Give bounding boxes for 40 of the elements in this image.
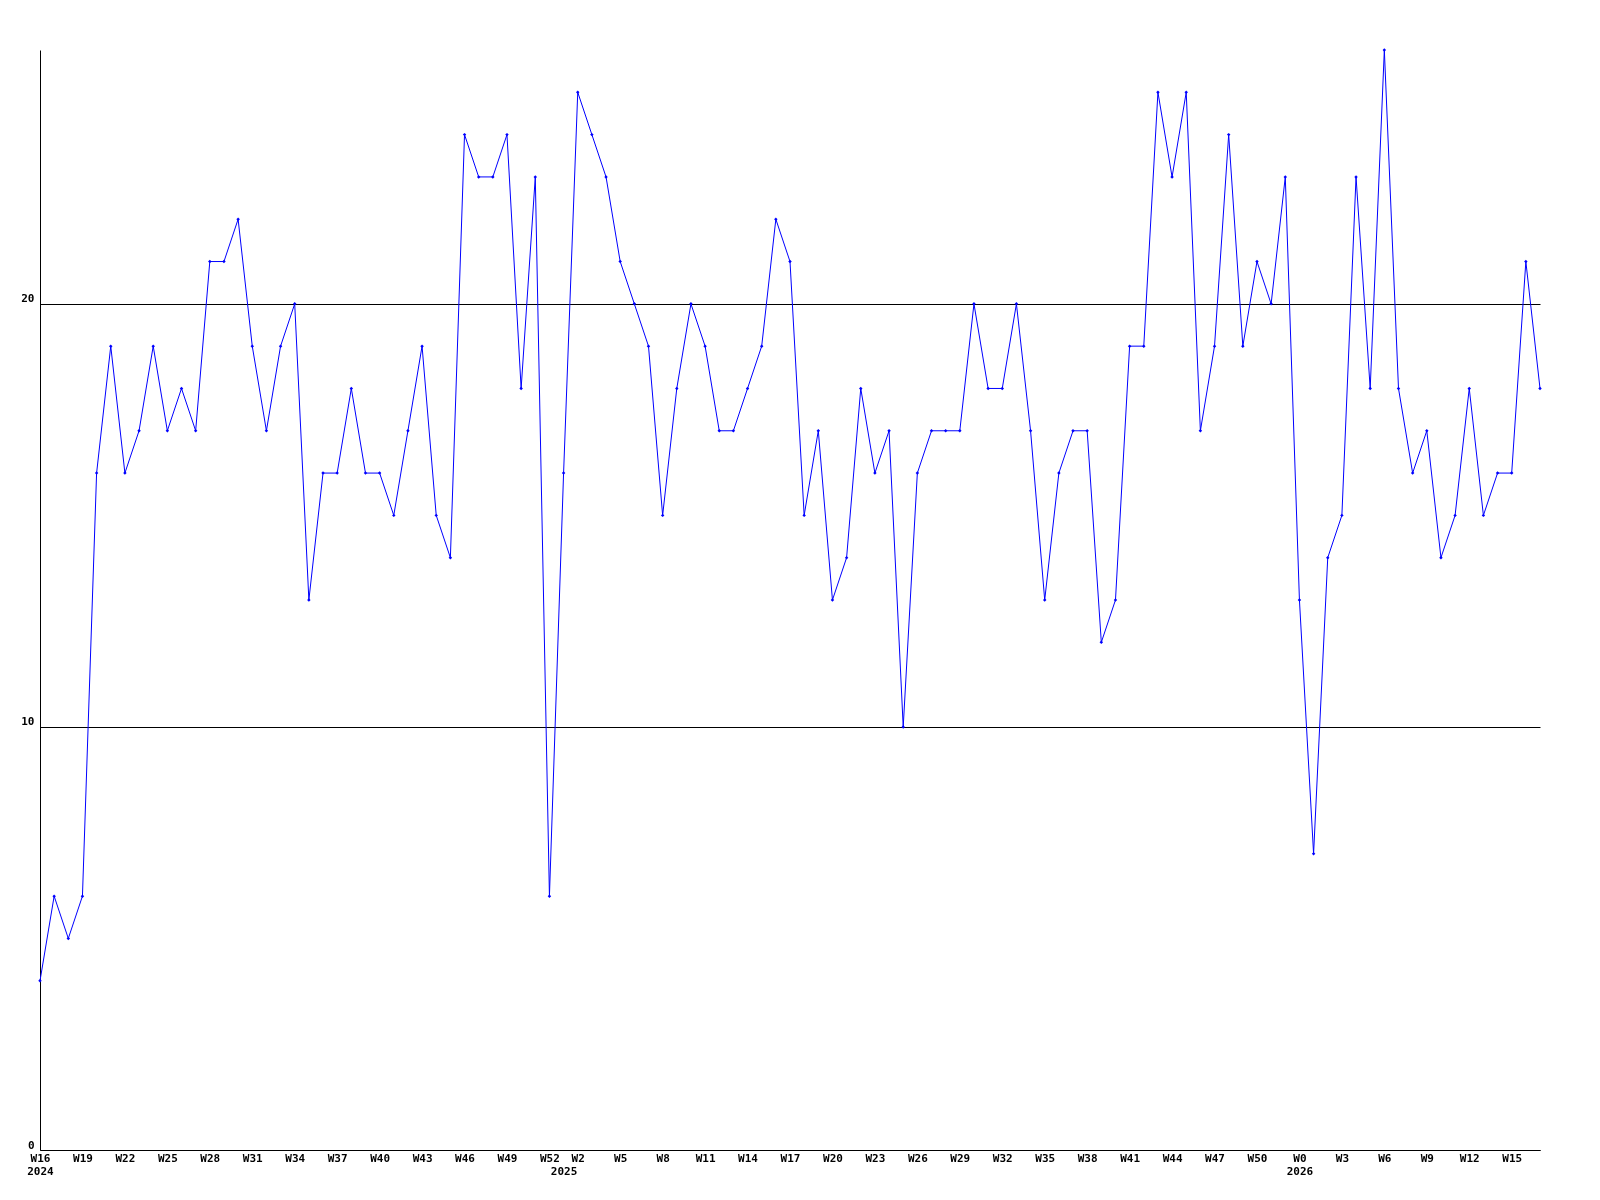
y-tick-label: 10 [21,715,35,729]
x-tick-label: W26 [907,1151,929,1165]
x-tick-label: W38 [1077,1151,1098,1165]
x-tick-label: W3 [1335,1151,1350,1165]
x-tick-label: W52 [540,1151,560,1165]
x-tick-label: 2025 [550,1164,578,1178]
x-tick-label: W2 [571,1151,585,1165]
x-tick-label: W44 [1162,1151,1183,1165]
x-tick-label: W35 [1035,1151,1056,1165]
x-tick-label: W17 [780,1151,801,1165]
x-tick-label: W14 [738,1151,759,1165]
x-tick-label: W46 [455,1151,476,1165]
x-tick-label: W29 [950,1151,971,1165]
x-tick-label: W32 [992,1151,1013,1165]
x-tick-label: W43 [412,1151,433,1165]
x-tick-label: W28 [200,1151,221,1165]
x-tick-label: W50 [1247,1151,1268,1165]
x-tick-label: W41 [1120,1151,1141,1165]
x-tick-label: W37 [327,1151,348,1165]
x-tick-label: W16 2024 [27,1151,55,1178]
x-tick-label: W25 [157,1151,178,1165]
x-tick-label: W49 [497,1151,518,1165]
x-tick-label: W20 [823,1151,843,1165]
x-tick-label: W19 [73,1151,93,1165]
x-tick-label: W5 [614,1151,628,1165]
x-tick-label: W34 [285,1151,306,1165]
x-tick-label: W9 [1420,1151,1434,1165]
x-tick-label: W11 [695,1151,716,1165]
x-tick-label: W0 2026 [1286,1151,1314,1178]
x-tick-label: W8 [656,1151,670,1165]
y-tick-label: 20 [21,292,35,306]
x-tick-label: W6 [1378,1151,1392,1165]
x-tick-label: W15 [1502,1151,1523,1165]
x-tick-label: W23 [865,1151,886,1165]
x-tick-label: W40 [370,1151,391,1165]
x-tick-label: W12 [1459,1151,1480,1165]
x-tick-label: W47 [1205,1151,1225,1165]
y-tick-label: 0 [27,1138,35,1152]
x-tick-label: W22 [115,1151,136,1165]
x-tick-label: W31 [242,1151,264,1165]
